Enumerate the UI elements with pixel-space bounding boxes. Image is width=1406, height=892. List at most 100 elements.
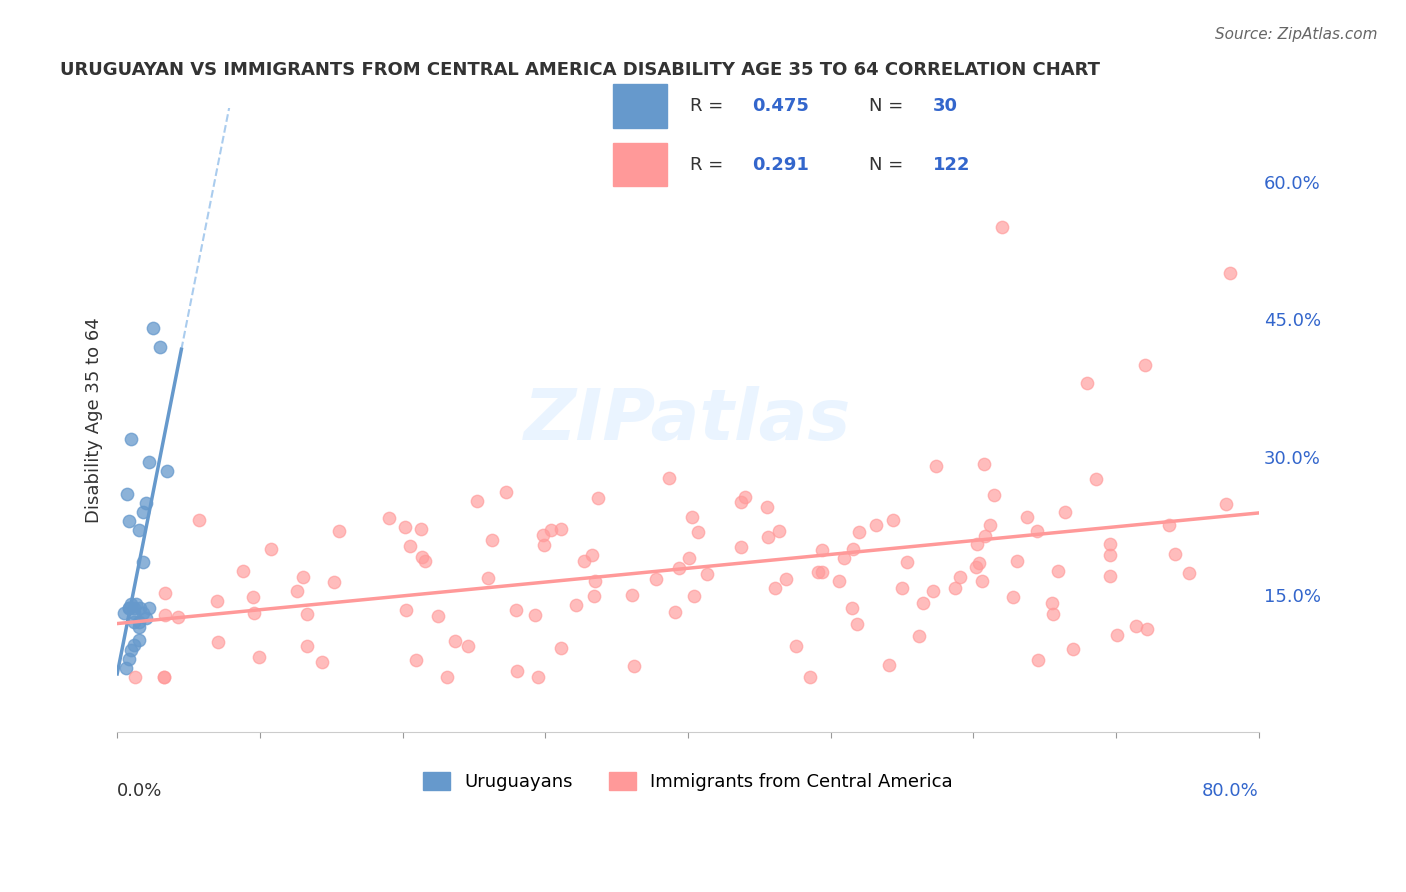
Point: [806, 565, 828, 579]
Point: [734, 490, 756, 504]
Point: [908, 629, 931, 643]
Point: [896, 555, 918, 569]
Point: [292, 570, 315, 584]
Point: [912, 596, 935, 610]
Point: [846, 617, 869, 632]
Point: [323, 574, 346, 589]
Point: [1005, 554, 1028, 568]
Point: [427, 609, 450, 624]
Point: [974, 529, 997, 543]
Point: [922, 584, 945, 599]
Point: [436, 670, 458, 684]
Point: [526, 670, 548, 684]
Point: [135, 496, 157, 510]
Point: [583, 574, 606, 588]
Point: [882, 513, 904, 527]
Point: [811, 543, 834, 558]
Point: [1215, 497, 1237, 511]
Text: 0.291: 0.291: [752, 156, 810, 174]
Point: [574, 554, 596, 568]
Point: [411, 550, 433, 565]
Point: [128, 620, 150, 634]
Point: [149, 340, 172, 354]
Point: [1040, 596, 1063, 610]
Text: Source: ZipAtlas.com: Source: ZipAtlas.com: [1215, 27, 1378, 42]
Text: R =: R =: [689, 97, 728, 115]
Point: [114, 661, 136, 675]
Point: [1178, 566, 1201, 580]
Point: [1042, 607, 1064, 621]
Point: [1099, 537, 1122, 551]
Text: 30: 30: [932, 97, 957, 115]
Point: [120, 642, 142, 657]
Point: [970, 574, 993, 588]
Point: [395, 603, 418, 617]
Point: [686, 525, 709, 540]
Text: N =: N =: [869, 156, 910, 174]
Point: [138, 601, 160, 615]
Point: [645, 572, 668, 586]
Point: [378, 511, 401, 525]
Point: [966, 537, 988, 551]
Text: 80.0%: 80.0%: [1202, 782, 1258, 800]
Point: [477, 571, 499, 585]
Legend: Uruguayans, Immigrants from Central America: Uruguayans, Immigrants from Central Amer…: [416, 764, 960, 798]
Point: [1076, 376, 1098, 391]
Point: [481, 533, 503, 548]
Point: [581, 549, 603, 563]
Point: [125, 597, 148, 611]
Point: [775, 572, 797, 586]
Point: [311, 655, 333, 669]
Point: [247, 650, 270, 665]
Point: [124, 638, 146, 652]
Point: [828, 574, 851, 588]
Text: URUGUAYAN VS IMMIGRANTS FROM CENTRAL AMERICA DISABILITY AGE 35 TO 64 CORRELATION: URUGUAYAN VS IMMIGRANTS FROM CENTRAL AME…: [60, 61, 1099, 78]
Text: ZIPatlas: ZIPatlas: [524, 385, 852, 455]
Point: [586, 491, 609, 505]
Text: 122: 122: [932, 156, 970, 174]
Point: [799, 670, 821, 684]
Point: [879, 658, 901, 673]
Point: [890, 581, 912, 595]
Point: [1136, 622, 1159, 636]
Bar: [613, 84, 666, 128]
Point: [328, 524, 350, 538]
Point: [683, 589, 706, 603]
Point: [664, 606, 686, 620]
Point: [841, 601, 863, 615]
Point: [138, 454, 160, 468]
Point: [135, 610, 157, 624]
Point: [842, 541, 865, 556]
Point: [132, 556, 155, 570]
Point: [1098, 568, 1121, 582]
Point: [120, 432, 142, 446]
Point: [260, 542, 283, 557]
Y-axis label: Disability Age 35 to 64: Disability Age 35 to 64: [86, 318, 103, 523]
Point: [730, 540, 752, 554]
Text: N =: N =: [869, 97, 910, 115]
Point: [405, 653, 427, 667]
Point: [120, 597, 142, 611]
Point: [232, 564, 254, 578]
Point: [658, 470, 681, 484]
Point: [152, 670, 174, 684]
Point: [242, 606, 264, 620]
Point: [550, 522, 572, 536]
Point: [973, 457, 995, 471]
Point: [155, 607, 177, 622]
Point: [668, 561, 690, 575]
Point: [768, 524, 790, 539]
Point: [124, 601, 146, 615]
Point: [1053, 505, 1076, 519]
Point: [1125, 619, 1147, 633]
Point: [811, 565, 834, 579]
Point: [524, 607, 547, 622]
Point: [925, 459, 948, 474]
Point: [128, 633, 150, 648]
Point: [117, 601, 139, 615]
Point: [506, 664, 529, 678]
Point: [943, 581, 966, 595]
Point: [465, 493, 488, 508]
Point: [415, 554, 437, 568]
Point: [128, 615, 150, 629]
